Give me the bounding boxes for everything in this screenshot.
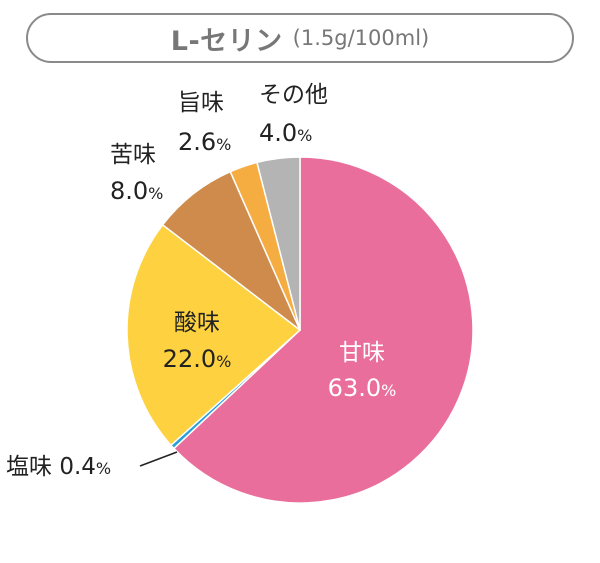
pie-slice-3 [126, 224, 301, 446]
chart-title-box: L-セリン (1.5g/100ml) [26, 13, 574, 63]
slice-name-3: 酸味 [174, 310, 220, 336]
pie-slice-6 [256, 156, 301, 331]
slice-label-2: 塩味 0.4% [6, 454, 111, 480]
slice-value-3: 22.0% [163, 345, 232, 373]
pie-slice-1 [173, 156, 474, 504]
slice-value-5: 2.6% [178, 128, 231, 156]
slice-value-1: 63.0% [328, 374, 397, 402]
slice-value-4: 8.0% [110, 177, 163, 205]
chart-title: L-セリン [170, 25, 283, 57]
slice-name-6: その他 [259, 82, 328, 108]
leader-line-2 [139, 451, 178, 467]
slice-value-6: 4.0% [259, 119, 312, 147]
slice-name-5: 旨味 [178, 90, 224, 116]
slice-name-1: 甘味 [339, 340, 385, 366]
slice-name-4: 苦味 [110, 142, 156, 168]
chart-subtitle: (1.5g/100ml) [292, 26, 430, 50]
